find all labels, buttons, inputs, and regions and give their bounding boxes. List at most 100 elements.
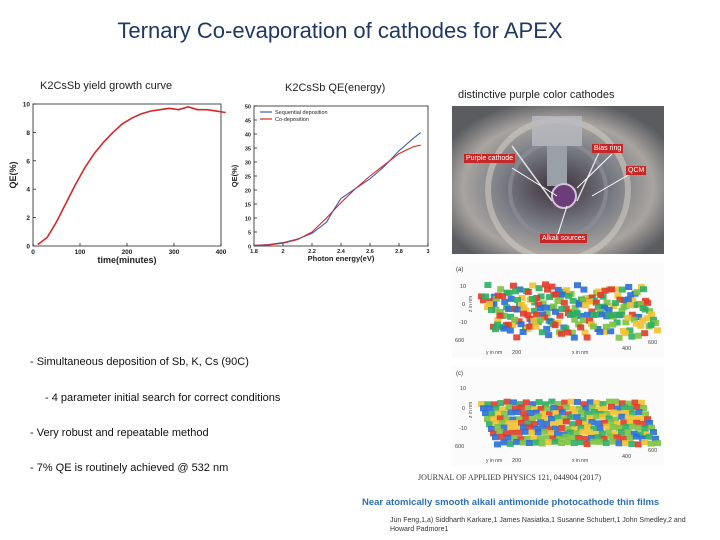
surface-cell [569, 421, 577, 428]
surface-cell [498, 433, 506, 440]
surface-cell [488, 411, 496, 418]
surface-cell [494, 316, 502, 323]
surface-cell [626, 434, 634, 441]
surface-cell [624, 429, 632, 435]
surface-cell [541, 415, 549, 421]
surface-cell [620, 404, 628, 411]
surface-cell [600, 328, 608, 335]
surface-cell [569, 297, 577, 304]
bullet-4: - 7% QE is routinely achieved @ 532 nm [30, 462, 229, 474]
surface-cell [597, 292, 605, 298]
surface-cell [516, 416, 523, 423]
surface-cell [494, 292, 502, 299]
surface-cell [579, 428, 587, 435]
y-tick-label: 50 [245, 105, 251, 111]
qe-energy-caption: K2CsSb QE(energy) [285, 82, 386, 94]
surface-cell [580, 297, 587, 304]
surface-cell [633, 404, 641, 411]
surface-cell [563, 404, 571, 411]
surface-cell [509, 322, 517, 329]
surface-cell [556, 435, 563, 442]
surface-cell [530, 435, 538, 442]
surface-cell [558, 425, 566, 431]
surface-cell [507, 313, 515, 320]
y-tick-label: 4 [26, 187, 30, 194]
surface-cell [640, 405, 647, 411]
surface-cell [531, 299, 539, 306]
surface-cell [574, 399, 581, 405]
surface-cell [524, 435, 531, 442]
surface-cell [612, 286, 620, 293]
surface-cell [573, 430, 581, 437]
surface-cell [577, 424, 585, 431]
surface-cell [628, 333, 636, 340]
surface-cell [639, 435, 647, 442]
surface-cell [624, 296, 632, 303]
plot-a-tag: (a) [456, 267, 463, 273]
surface-cell [560, 415, 568, 422]
surface-cell [548, 416, 555, 422]
surface-cell [571, 316, 579, 323]
surface-cell [637, 414, 645, 421]
x-tick-label: 1.8 [250, 249, 258, 255]
surface-cell [511, 434, 519, 441]
surface-cell [588, 308, 596, 315]
surface-cell [641, 330, 649, 337]
surface-cell [633, 289, 641, 296]
surface-cell [640, 286, 647, 293]
surface-cell [500, 439, 508, 446]
surface-cell [652, 435, 659, 442]
surface-cell [643, 315, 651, 322]
surface-cell [639, 421, 647, 427]
chamber-photo-drawing [452, 106, 664, 254]
surface-cell [609, 321, 617, 328]
surface-cell [533, 409, 541, 416]
surface-cell [501, 299, 509, 305]
surface-cell [618, 286, 626, 293]
plot-a-xtick-2: 400 [622, 346, 631, 352]
x-tick-label: 2 [281, 249, 284, 255]
surface-cell [608, 403, 615, 410]
surface-cell [541, 304, 549, 311]
surface-cell [630, 316, 638, 323]
surface-cell [494, 321, 501, 328]
surface-cell [622, 423, 630, 430]
surface-cell [598, 311, 606, 318]
y-tick-label: 0 [26, 244, 30, 251]
surface-cell [652, 320, 659, 327]
surface-cell [550, 421, 557, 428]
surface-cell [575, 301, 583, 308]
surface-cell [599, 413, 607, 420]
surface-cell [614, 292, 622, 299]
surface-cell [607, 419, 615, 425]
surface-cell [582, 405, 590, 412]
surface-cell [590, 409, 598, 415]
surface-cell [492, 405, 500, 412]
y-axis-label: QE(%) [230, 164, 239, 187]
surface-cell [639, 317, 647, 324]
paper-title[interactable]: Near atomically smooth alkali antimonide… [362, 497, 660, 508]
surface-cell [580, 401, 588, 408]
surface-cell [532, 425, 540, 432]
x-tick-label: 400 [216, 249, 227, 256]
surface-cell [537, 419, 545, 426]
surface-cell [603, 423, 611, 430]
surface-cell [554, 298, 562, 305]
surface-cell [564, 425, 572, 432]
surface-cell [603, 411, 611, 417]
surface-cell [648, 311, 655, 318]
surface-cell [618, 311, 625, 318]
surface-cell [629, 297, 637, 304]
plot-c-ztick-3: -10 [459, 426, 467, 432]
surface-cell [535, 301, 543, 308]
surface-cell [556, 312, 564, 319]
surface-cell [516, 286, 524, 293]
surface-cell [620, 435, 627, 442]
y-tick-label: 30 [245, 161, 251, 167]
surface-cell [618, 429, 625, 436]
surface-cell [480, 405, 487, 412]
surface-cell [507, 424, 515, 431]
surface-cell [624, 414, 632, 421]
surface-cell [513, 438, 521, 445]
surface-cell [539, 300, 547, 307]
